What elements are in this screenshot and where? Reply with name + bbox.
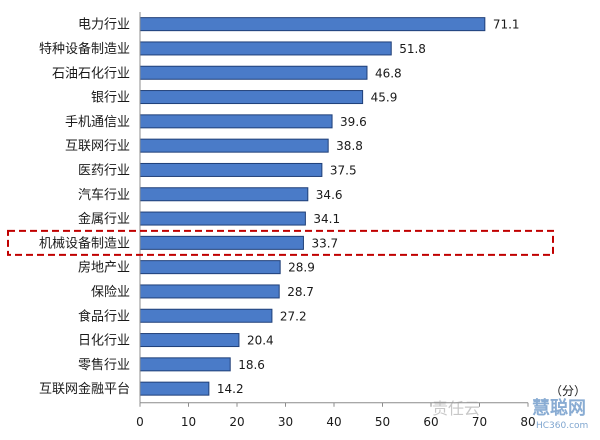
category-label: 银行业 <box>91 91 130 106</box>
bars <box>139 17 486 396</box>
value-label: 33.7 <box>311 236 338 250</box>
x-tick-label: 70 <box>472 415 487 429</box>
bar <box>139 90 364 105</box>
value-label: 27.2 <box>280 309 307 323</box>
category-label: 手机通信业 <box>65 115 130 130</box>
value-label: 38.8 <box>336 139 363 153</box>
category-label: 房地产业 <box>78 260 130 276</box>
value-labels: 71.1 51.8 46.8 45.9 39.6 38.8 37.5 34.6 34.1 33.7… <box>217 18 520 396</box>
x-tick-label: 50 <box>375 415 390 429</box>
category-label: 机械设备制造业 <box>39 235 130 251</box>
value-label: 28.9 <box>288 261 315 275</box>
x-tick-label: 80 <box>520 415 535 429</box>
value-label: 20.4 <box>247 334 274 348</box>
bar <box>139 114 333 129</box>
category-label: 保险业 <box>91 285 130 300</box>
category-label: 医药行业 <box>78 163 130 178</box>
highlight-box <box>7 229 554 256</box>
bar <box>139 308 273 323</box>
x-tick-label: 20 <box>229 415 244 429</box>
bar <box>139 41 392 56</box>
category-label: 石油石化行业 <box>52 66 130 81</box>
category-label: 食品行业 <box>78 308 130 324</box>
value-label: 34.6 <box>316 188 343 202</box>
x-tick-label: 10 <box>181 415 196 429</box>
x-tick-label: 30 <box>278 415 293 429</box>
value-label: 39.6 <box>340 115 367 129</box>
watermark-text-left: 责任云 <box>432 399 480 418</box>
bar <box>139 162 323 177</box>
bar <box>139 357 231 372</box>
category-label: 汽车行业 <box>78 187 130 203</box>
category-label: 金属行业 <box>78 211 130 227</box>
bar <box>139 333 240 348</box>
x-tick-labels: 0 10 20 30 40 50 60 70 80 <box>136 415 535 429</box>
category-label: 电力行业 <box>78 18 130 33</box>
value-label: 45.9 <box>371 91 398 105</box>
category-label: 零售行业 <box>78 357 130 373</box>
x-unit-label: （分） <box>550 384 586 398</box>
bar <box>139 187 309 202</box>
watermark: 责任云 慧聪网 HC360.com <box>432 397 588 431</box>
value-label: 71.1 <box>493 18 520 32</box>
category-label: 日化行业 <box>78 334 130 349</box>
bar <box>139 17 486 32</box>
category-label: 互联网行业 <box>65 139 130 154</box>
bar <box>139 260 281 275</box>
bar <box>139 381 210 396</box>
value-label: 34.1 <box>313 212 340 226</box>
x-tick-label: 40 <box>326 415 341 429</box>
bar <box>139 138 329 153</box>
x-axis <box>139 12 529 407</box>
watermark-text-sub: HC360.com <box>536 421 588 431</box>
watermark-text-right: 慧聪网 <box>532 397 586 419</box>
bar <box>139 235 304 250</box>
bar <box>139 211 306 226</box>
category-label: 互联网金融平台 <box>39 381 130 397</box>
value-label: 46.8 <box>375 66 402 80</box>
bar <box>139 65 368 80</box>
value-label: 14.2 <box>217 382 244 396</box>
value-label: 28.7 <box>287 285 314 299</box>
value-label: 51.8 <box>399 42 426 56</box>
category-label: 特种设备制造业 <box>39 41 130 57</box>
value-label: 18.6 <box>238 358 265 372</box>
bar <box>139 284 280 299</box>
x-tick-label: 0 <box>136 415 144 429</box>
x-tick-label: 60 <box>423 415 438 429</box>
category-labels: 电力行业特种设备制造业石油石化行业银行业手机通信业互联网行业医药行业汽车行业金属… <box>39 18 130 397</box>
value-label: 37.5 <box>330 163 357 177</box>
